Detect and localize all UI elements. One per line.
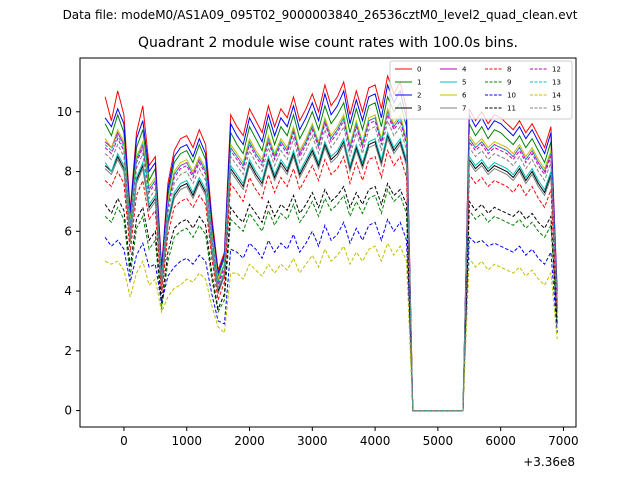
legend-label-15: 15 <box>552 105 561 113</box>
x-tick-label: 2000 <box>234 434 265 448</box>
series-line-9 <box>104 188 558 412</box>
legend-label-5: 5 <box>462 79 466 87</box>
legend-label-10: 10 <box>507 92 516 100</box>
x-tick-label: 1000 <box>171 434 202 448</box>
y-tick-label: 10 <box>57 105 72 119</box>
x-tick-label: 4000 <box>360 434 391 448</box>
series-line-6 <box>104 107 558 412</box>
series-line-10 <box>104 217 558 412</box>
legend-label-11: 11 <box>507 105 516 113</box>
series-line-15 <box>104 119 558 412</box>
chart-title: Quadrant 2 module wise count rates with … <box>138 35 518 51</box>
x-tick-label: 3000 <box>297 434 328 448</box>
y-tick-label: 0 <box>64 404 72 418</box>
series-line-3 <box>104 134 558 412</box>
legend-label-8: 8 <box>507 66 511 74</box>
legend-label-14: 14 <box>552 92 561 100</box>
file-suptitle: Data file: modeM0/AS1A09_095T02_90000038… <box>62 8 578 22</box>
x-offset-label: +3.36e8 <box>523 455 575 469</box>
y-tick-label: 6 <box>64 224 72 238</box>
series-line-5 <box>104 131 558 412</box>
series-line-12 <box>104 113 558 412</box>
legend-label-12: 12 <box>552 66 561 74</box>
series-line-2 <box>104 82 558 412</box>
x-tick-label: 7000 <box>548 434 579 448</box>
x-tick-label: 5000 <box>423 434 454 448</box>
series-line-7 <box>104 137 558 412</box>
legend-label-4: 4 <box>462 66 467 74</box>
y-tick-label: 4 <box>64 284 72 298</box>
x-tick-label: 6000 <box>485 434 516 448</box>
series-line-13 <box>104 110 558 412</box>
legend-label-1: 1 <box>417 79 421 87</box>
legend-label-6: 6 <box>462 92 467 100</box>
x-tick-label: 0 <box>120 434 128 448</box>
y-tick-label: 2 <box>64 344 72 358</box>
legend-frame <box>389 60 573 120</box>
legend-label-3: 3 <box>417 105 421 113</box>
series-layer <box>104 73 558 412</box>
series-line-1 <box>104 95 558 412</box>
legend-label-2: 2 <box>417 92 421 100</box>
legend-label-7: 7 <box>462 105 466 113</box>
series-line-8 <box>104 148 558 412</box>
legend-label-0: 0 <box>417 66 421 74</box>
y-tick-label: 8 <box>64 165 72 179</box>
series-line-11 <box>104 182 558 412</box>
legend-label-9: 9 <box>507 79 511 87</box>
series-line-14 <box>104 241 558 412</box>
legend-label-13: 13 <box>552 79 561 87</box>
axes-frame <box>79 57 577 428</box>
